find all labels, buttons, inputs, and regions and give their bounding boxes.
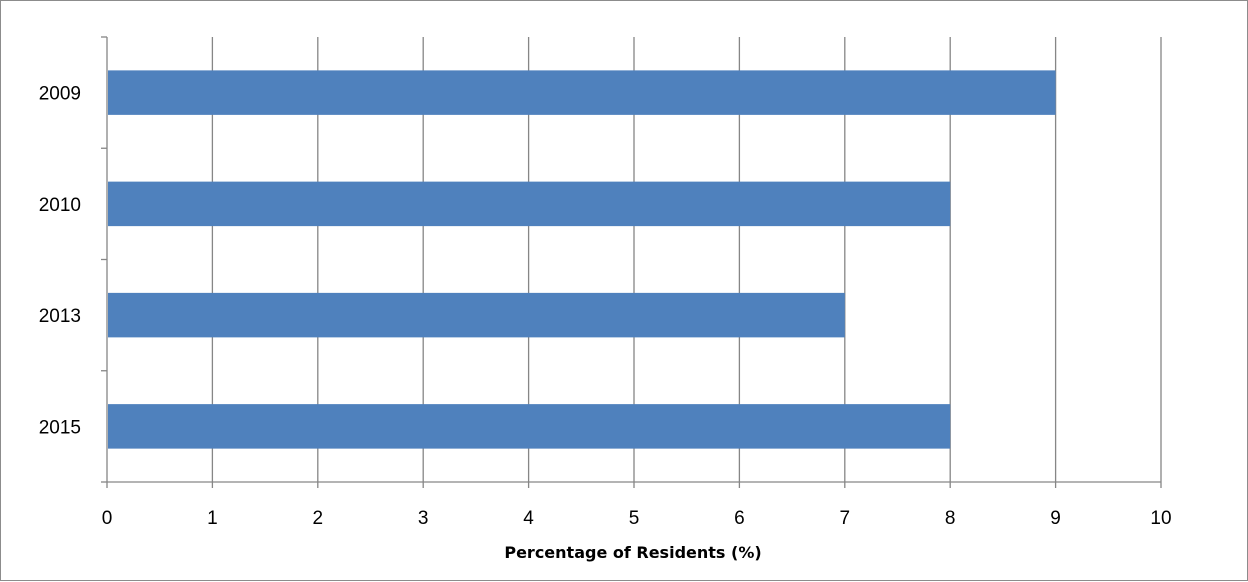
y-tick-label-2013: 2013 — [39, 306, 81, 327]
x-tick-label-5: 5 — [629, 508, 640, 529]
bars — [108, 70, 1056, 449]
x-tick-label-9: 9 — [1050, 508, 1061, 529]
y-tick-label-2009: 2009 — [39, 84, 81, 105]
bar-2010 — [108, 181, 951, 227]
bar-2013 — [108, 292, 845, 338]
x-tick-label-3: 3 — [418, 508, 429, 529]
x-axis-title: Percentage of Residents (%) — [504, 543, 761, 562]
x-tick-label-8: 8 — [945, 508, 956, 529]
x-tick-label-1: 1 — [207, 508, 218, 529]
bar-2009 — [108, 70, 1056, 115]
bar-2015 — [108, 404, 951, 449]
x-tick-label-7: 7 — [840, 508, 851, 529]
x-tick-label-10: 10 — [1150, 508, 1171, 529]
axes — [101, 36, 1162, 488]
x-tick-label-2: 2 — [313, 508, 324, 529]
x-tick-label-0: 0 — [102, 508, 113, 529]
y-tick-label-2010: 2010 — [39, 195, 81, 216]
x-tick-label-6: 6 — [734, 508, 745, 529]
tick-labels: 0 1 2 3 4 5 6 7 8 9 10 2009 2010 2013 2015 — [39, 84, 1172, 529]
y-tick-label-2015: 2015 — [39, 417, 81, 438]
x-tick-label-4: 4 — [523, 508, 534, 529]
